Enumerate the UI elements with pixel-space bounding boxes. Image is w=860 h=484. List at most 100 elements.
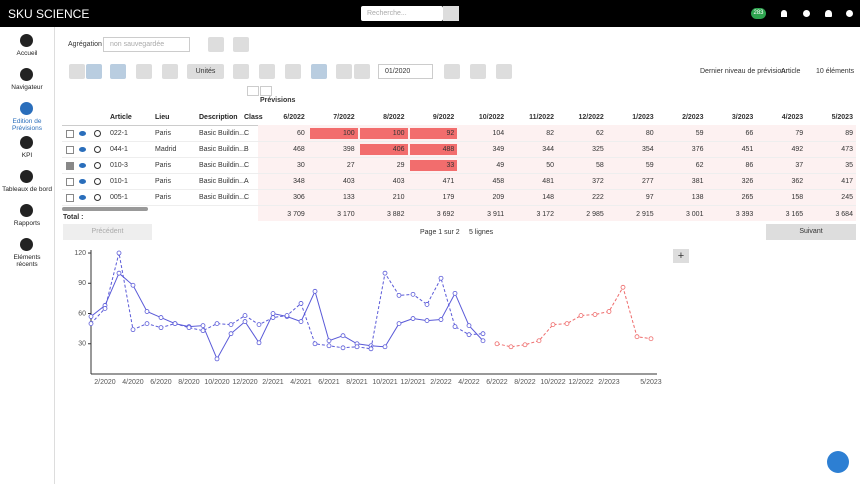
- forecast-value[interactable]: 158: [791, 194, 804, 201]
- sidebar-label[interactable]: Eléments récents: [13, 254, 41, 268]
- forecast-value[interactable]: 417: [841, 178, 853, 185]
- sidebar-icon[interactable]: [20, 204, 33, 217]
- forecast-value[interactable]: 100: [392, 130, 405, 137]
- next-button[interactable]: Suivant: [766, 224, 856, 240]
- date-input[interactable]: 01/2020: [378, 64, 433, 79]
- forecast-value[interactable]: 326: [741, 178, 754, 185]
- forecast-value[interactable]: 471: [442, 178, 455, 185]
- tool-button[interactable]: [208, 37, 224, 52]
- forecast-value[interactable]: 29: [396, 162, 405, 169]
- tool-button[interactable]: [233, 37, 249, 52]
- sidebar-label[interactable]: Tableaux de bord: [2, 186, 52, 193]
- forecast-value[interactable]: 376: [691, 146, 704, 153]
- forecast-value[interactable]: 210: [392, 194, 405, 201]
- forecast-value[interactable]: 406: [392, 146, 405, 153]
- forecast-value[interactable]: 60: [297, 130, 305, 137]
- forecast-value[interactable]: 27: [346, 162, 355, 169]
- forecast-value[interactable]: 488: [442, 146, 455, 153]
- forecast-value[interactable]: 245: [841, 194, 853, 201]
- tool-button[interactable]: [285, 64, 301, 79]
- forecast-value[interactable]: 59: [695, 130, 704, 137]
- forecast-value[interactable]: 92: [446, 130, 455, 137]
- forecast-value[interactable]: 66: [745, 130, 754, 137]
- sidebar-icon[interactable]: [20, 238, 33, 251]
- forecast-value[interactable]: 35: [845, 162, 853, 169]
- forecast-value[interactable]: 50: [546, 162, 554, 169]
- undo-icon[interactable]: [94, 162, 101, 169]
- forecast-value[interactable]: 473: [841, 146, 853, 153]
- forecast-value[interactable]: 468: [293, 146, 305, 153]
- scroll-right[interactable]: [260, 86, 272, 96]
- forecast-value[interactable]: 82: [546, 130, 554, 137]
- sidebar-icon[interactable]: [20, 34, 33, 47]
- forecast-value[interactable]: 58: [596, 162, 604, 169]
- forecast-value[interactable]: 209: [492, 194, 505, 201]
- forecast-value[interactable]: 403: [392, 178, 405, 185]
- undo-icon[interactable]: [94, 194, 101, 201]
- scroll-left[interactable]: [247, 86, 259, 96]
- user-icon[interactable]: [825, 10, 832, 17]
- tool-button[interactable]: [259, 64, 275, 79]
- tool-button[interactable]: [69, 64, 85, 79]
- sidebar-icon[interactable]: [20, 102, 33, 115]
- forecast-value[interactable]: 349: [492, 146, 505, 153]
- forecast-value[interactable]: 344: [542, 146, 554, 153]
- tool-button[interactable]: [162, 64, 178, 79]
- row-checkbox[interactable]: [66, 178, 74, 186]
- sidebar-icon[interactable]: [20, 136, 33, 149]
- row-checkbox[interactable]: [66, 130, 74, 138]
- tool-button[interactable]: [496, 64, 512, 79]
- forecast-value[interactable]: 86: [745, 162, 754, 169]
- tool-button[interactable]: [233, 64, 249, 79]
- view-icon[interactable]: [79, 147, 86, 152]
- forecast-value[interactable]: 104: [492, 130, 505, 137]
- forecast-value[interactable]: 348: [293, 178, 305, 185]
- sidebar-label[interactable]: KPI: [21, 152, 33, 159]
- forecast-value[interactable]: 306: [293, 194, 305, 201]
- view-icon[interactable]: [79, 179, 86, 184]
- previous-button[interactable]: Précédent: [63, 224, 152, 240]
- forecast-value[interactable]: 179: [442, 194, 455, 201]
- bell-icon[interactable]: [781, 10, 787, 17]
- forecast-value[interactable]: 398: [342, 146, 355, 153]
- forecast-value[interactable]: 372: [592, 178, 604, 185]
- row-checkbox[interactable]: [66, 162, 74, 170]
- undo-icon[interactable]: [94, 130, 101, 137]
- row-checkbox[interactable]: [66, 194, 74, 202]
- forecast-value[interactable]: 354: [641, 146, 654, 153]
- forecast-value[interactable]: 222: [592, 194, 604, 201]
- forecast-value[interactable]: 265: [741, 194, 754, 201]
- forecast-value[interactable]: 100: [342, 130, 355, 137]
- badge[interactable]: 283: [751, 8, 766, 19]
- forecast-value[interactable]: 458: [492, 178, 505, 185]
- row-checkbox[interactable]: [66, 146, 74, 154]
- sidebar-label[interactable]: Navigateur: [11, 84, 43, 91]
- view-icon[interactable]: [79, 131, 86, 136]
- forecast-value[interactable]: 481: [542, 178, 554, 185]
- undo-icon[interactable]: [94, 178, 101, 185]
- sidebar-icon[interactable]: [20, 170, 33, 183]
- help-icon[interactable]: [846, 10, 853, 17]
- forecast-value[interactable]: 49: [496, 162, 505, 169]
- forecast-value[interactable]: 59: [645, 162, 654, 169]
- forecast-value[interactable]: 381: [691, 178, 704, 185]
- tool-button[interactable]: [311, 64, 327, 79]
- chat-button[interactable]: [827, 451, 849, 473]
- tool-button[interactable]: [336, 64, 352, 79]
- forecast-value[interactable]: 148: [542, 194, 554, 201]
- forecast-value[interactable]: 80: [645, 130, 654, 137]
- undo-icon[interactable]: [94, 146, 101, 153]
- view-icon[interactable]: [79, 163, 86, 168]
- forecast-value[interactable]: 62: [596, 130, 604, 137]
- forecast-value[interactable]: 451: [741, 146, 754, 153]
- search-input[interactable]: Recherche...: [361, 6, 443, 21]
- forecast-value[interactable]: 492: [791, 146, 804, 153]
- units-button[interactable]: Unités: [187, 64, 224, 79]
- tool-button[interactable]: [354, 64, 370, 79]
- tool-button[interactable]: [136, 64, 152, 79]
- forecast-value[interactable]: 37: [795, 162, 804, 169]
- tool-button[interactable]: [470, 64, 486, 79]
- aggregation-select[interactable]: non sauvegardée: [103, 37, 190, 52]
- forecast-value[interactable]: 62: [695, 162, 704, 169]
- view-icon[interactable]: [79, 195, 86, 200]
